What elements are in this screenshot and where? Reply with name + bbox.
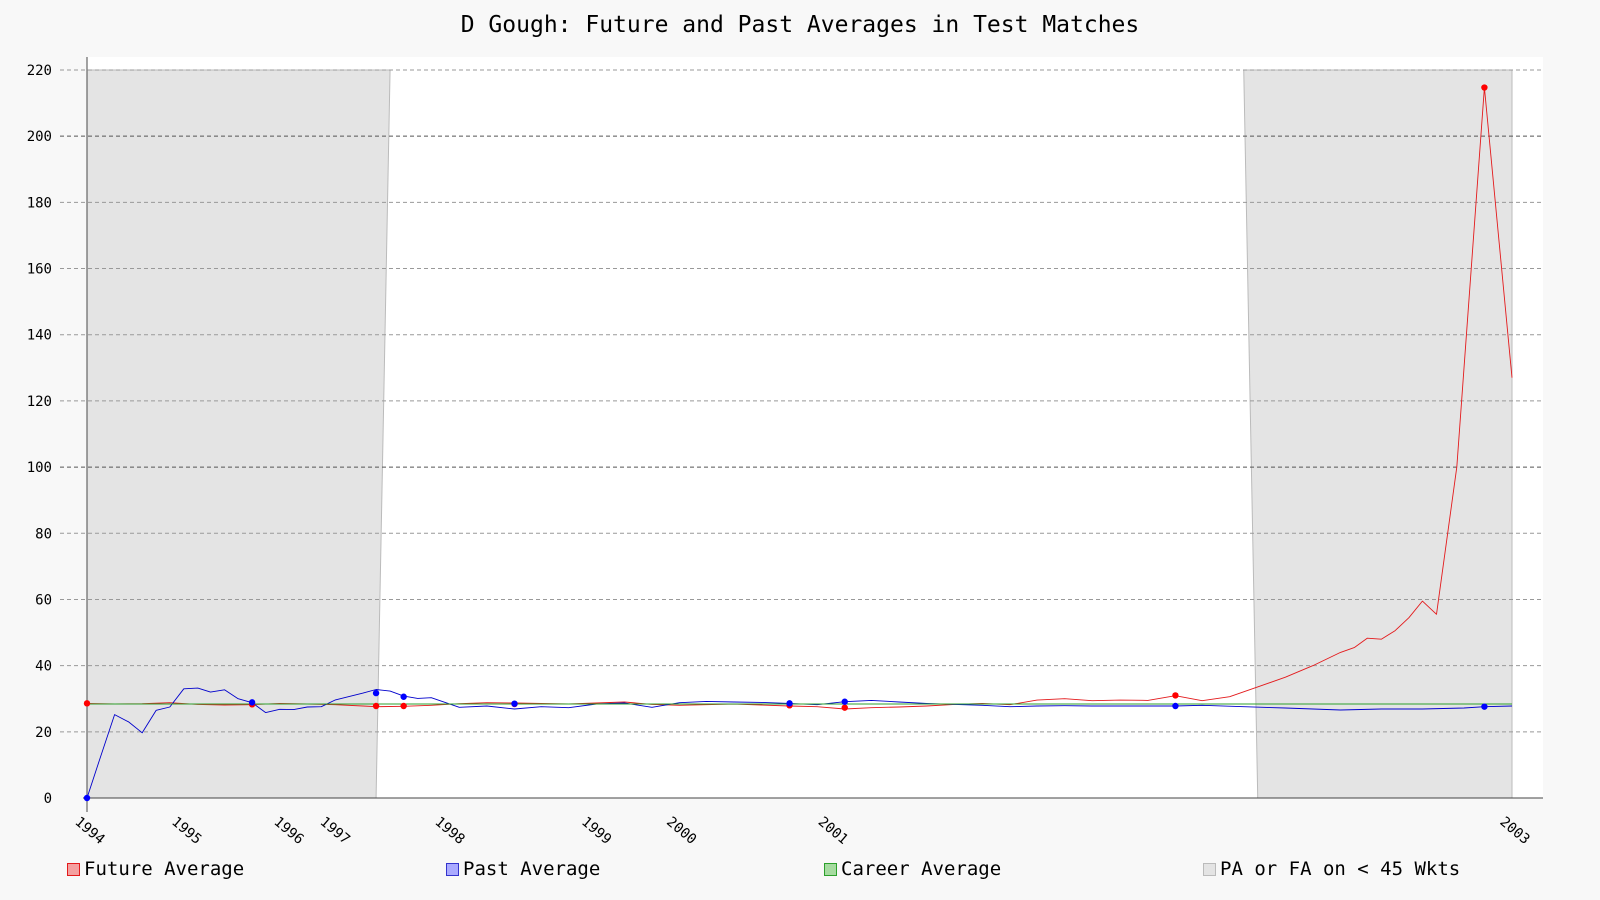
y-tick-label: 20 [35, 725, 52, 741]
legend-item-low-wickets-region: PA or FA on < 45 Wkts [1203, 858, 1460, 880]
chart-title: D Gough: Future and Past Averages in Tes… [460, 12, 1140, 38]
x-tick-label: 1996 [271, 814, 307, 848]
legend-swatch-past-average [446, 862, 459, 876]
legend-item-future-average: Future Average [67, 858, 244, 880]
y-tick-label: 40 [35, 659, 52, 675]
y-tick-label: 100 [27, 460, 52, 476]
x-tick-label: 1998 [432, 814, 468, 848]
marker-past-average [786, 700, 793, 707]
marker-past-average [1481, 703, 1488, 710]
y-tick-label: 140 [27, 328, 52, 344]
marker-past-average [1172, 702, 1179, 710]
marker-past-average [372, 689, 380, 697]
legend: Future Average Past Average Career Avera… [0, 858, 1600, 884]
marker-past-average [400, 693, 407, 700]
x-tick-label: 1995 [168, 814, 204, 848]
y-tick-label: 180 [27, 195, 52, 211]
marker-past-average [83, 794, 91, 802]
marker-past-average [841, 698, 848, 705]
x-tick-label: 2000 [663, 814, 699, 848]
x-tick-label: 1994 [72, 814, 108, 848]
marker-future-average [1172, 692, 1179, 699]
y-tick-label: 60 [35, 592, 52, 608]
legend-label-low-wickets-region: PA or FA on < 45 Wkts [1220, 858, 1461, 880]
marker-future-average [372, 702, 380, 710]
x-tick-label: 2003 [1497, 814, 1533, 848]
x-tick-label: 1997 [317, 814, 353, 848]
legend-label-past-average: Past Average [463, 858, 601, 880]
marker-future-average [400, 702, 407, 710]
x-tick-label: 1999 [578, 814, 614, 848]
legend-item-career-average: Career Average [824, 858, 1001, 880]
shaded-region-low-wickets [1243, 69, 1513, 799]
marker-past-average [511, 700, 518, 707]
y-tick-label: 0 [44, 791, 52, 807]
y-tick-label: 80 [35, 526, 52, 542]
x-tick-label: 2001 [815, 814, 851, 848]
shaded-region-low-wickets [86, 69, 391, 799]
y-tick-label: 120 [27, 394, 52, 410]
legend-label-future-average: Future Average [84, 858, 245, 880]
marker-past-average [248, 699, 256, 706]
legend-item-past-average: Past Average [446, 858, 600, 880]
legend-swatch-future-average [67, 862, 80, 876]
marker-future-average [1481, 84, 1488, 91]
marker-future-average [83, 700, 91, 707]
y-tick-label: 220 [27, 63, 52, 79]
marker-future-average [841, 704, 848, 711]
legend-swatch-low-wickets-region [1203, 862, 1216, 876]
y-tick-label: 160 [27, 262, 52, 278]
legend-label-career-average: Career Average [841, 858, 1002, 880]
y-tick-label: 200 [27, 129, 52, 145]
legend-swatch-career-average [824, 862, 837, 876]
